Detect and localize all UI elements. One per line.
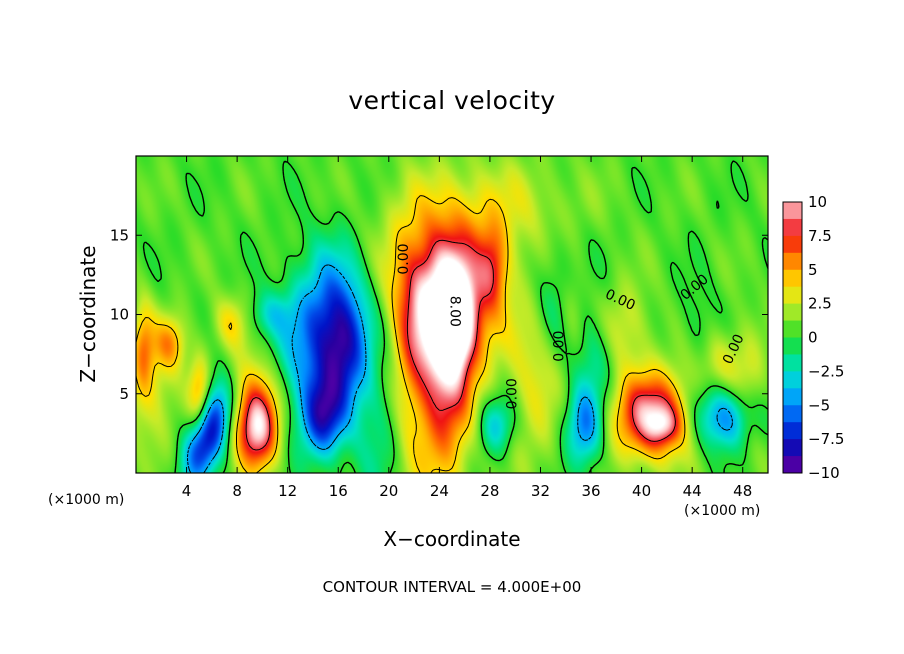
colorbar-swatch: [783, 439, 802, 457]
colorbar-swatch: [783, 405, 802, 423]
x-tick-label: 48: [733, 482, 752, 500]
x-axis-ticks: 4 8 12 16 20 24 28 32 36 40 44 48: [182, 156, 752, 500]
x-tick-label: 16: [329, 482, 348, 500]
colorbar-swatch: [783, 456, 802, 474]
colorbar-swatch: [783, 388, 802, 406]
x-tick-label: 32: [531, 482, 550, 500]
contour-label: 0.00: [551, 331, 567, 362]
colorbar: 10 7.5 5 2.5 0 −2.5 −5 −7.5 −10: [782, 193, 844, 482]
colorbar-swatch: [783, 354, 802, 372]
colorbar-tick-label: −7.5: [808, 430, 844, 448]
colorbar-swatch: [783, 202, 802, 220]
colorbar-tick-label: 0: [808, 329, 818, 347]
colorbar-swatch: [783, 422, 802, 440]
contour-line-8: [245, 239, 676, 451]
x-axis-unit-label: (×1000 m): [684, 503, 761, 519]
colorbar-tick-label: −2.5: [808, 362, 844, 380]
x-tick-label: 4: [182, 482, 192, 500]
x-axis-label: X−coordinate: [383, 527, 521, 551]
x-tick-label: 8: [232, 482, 242, 500]
contour-label: 0.00: [505, 378, 521, 409]
colorbar-swatch: [783, 303, 802, 322]
contour-label: 0.00: [396, 243, 412, 274]
chart-title: vertical velocity: [348, 86, 556, 115]
colorbar-tick-label: 10: [808, 193, 827, 211]
colorbar-swatch: [783, 286, 802, 305]
colorbar-tick-label: −10: [808, 464, 840, 482]
x-tick-label: 36: [581, 482, 600, 500]
colorbar-swatch: [783, 320, 802, 338]
colorbar-swatch: [783, 235, 802, 254]
contour-line-neg4: [187, 264, 733, 474]
colorbar-swatch: [783, 218, 802, 237]
x-tick-label: 20: [379, 482, 398, 500]
colorbar-tick-label: 2.5: [808, 295, 832, 313]
colorbar-swatch: [783, 337, 802, 355]
colorbar-swatch: [783, 371, 802, 389]
contour-line-0: [142, 160, 769, 474]
y-tick-label: 15: [110, 226, 129, 244]
contour-lines: [135, 160, 769, 474]
contour-line-4: [135, 195, 686, 474]
colorbar-tick-label: 7.5: [808, 227, 832, 245]
colorbar-tick-label: 5: [808, 261, 818, 279]
x-tick-label: 24: [430, 482, 449, 500]
y-axis-unit-label: (×1000 m): [48, 492, 125, 508]
x-tick-label: 44: [683, 482, 702, 500]
x-tick-label: 40: [632, 482, 651, 500]
colorbar-swatch: [783, 269, 802, 288]
x-tick-label: 12: [278, 482, 297, 500]
y-tick-label: 5: [119, 385, 129, 403]
contour-interval-note: CONTOUR INTERVAL = 4.000E+00: [322, 578, 582, 596]
colorbar-swatch: [783, 252, 802, 271]
heatmap-field: [136, 156, 768, 473]
y-tick-label: 10: [110, 306, 129, 324]
y-axis-ticks: 5 10 15: [110, 226, 768, 403]
colorbar-border: [782, 201, 803, 474]
colorbar-tick-label: −5: [808, 396, 830, 414]
x-tick-label: 28: [480, 482, 499, 500]
contour-label: 8.00: [447, 296, 463, 327]
